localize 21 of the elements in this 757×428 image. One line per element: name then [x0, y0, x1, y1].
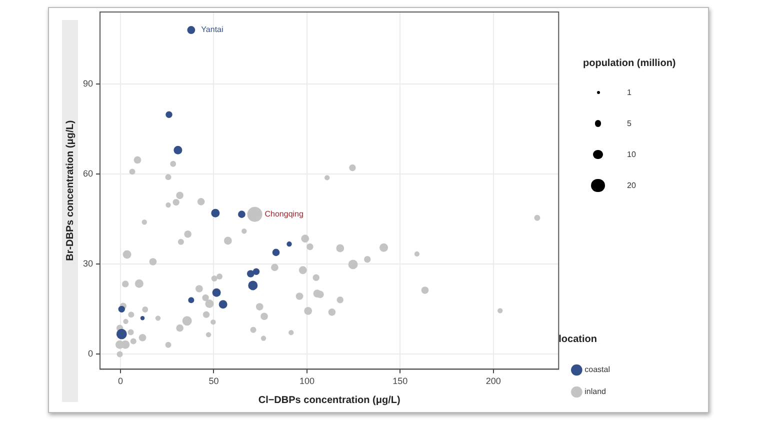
legend-title: location [558, 334, 597, 345]
annotation: Yantai [201, 25, 224, 34]
y-axis-title: Br-DBPs concentration (μg/L) [64, 120, 76, 261]
y-tick-label: 60 [82, 168, 94, 179]
annotation: Chongqing [264, 210, 304, 219]
legend-label: 1 [627, 88, 632, 97]
legend-label: inland [584, 387, 606, 396]
x-tick-label: 0 [118, 376, 124, 386]
y-tick-label: 90 [82, 78, 94, 89]
y-tick-label: 0 [88, 348, 94, 359]
y-tick-label: 30 [82, 258, 94, 269]
legend-label: 20 [627, 181, 636, 190]
legend-label: coastal [584, 365, 610, 374]
x-tick-label: 150 [392, 376, 408, 386]
legend-label: 5 [627, 119, 632, 128]
x-tick-label: 50 [208, 376, 219, 386]
x-tick-label: 100 [299, 376, 314, 386]
x-tick-label: 200 [486, 376, 501, 386]
text: population (million) [583, 58, 677, 69]
x-axis-title: Cl−DBPs concentration (μg/L) [258, 394, 400, 406]
legend-label: 10 [627, 150, 636, 159]
